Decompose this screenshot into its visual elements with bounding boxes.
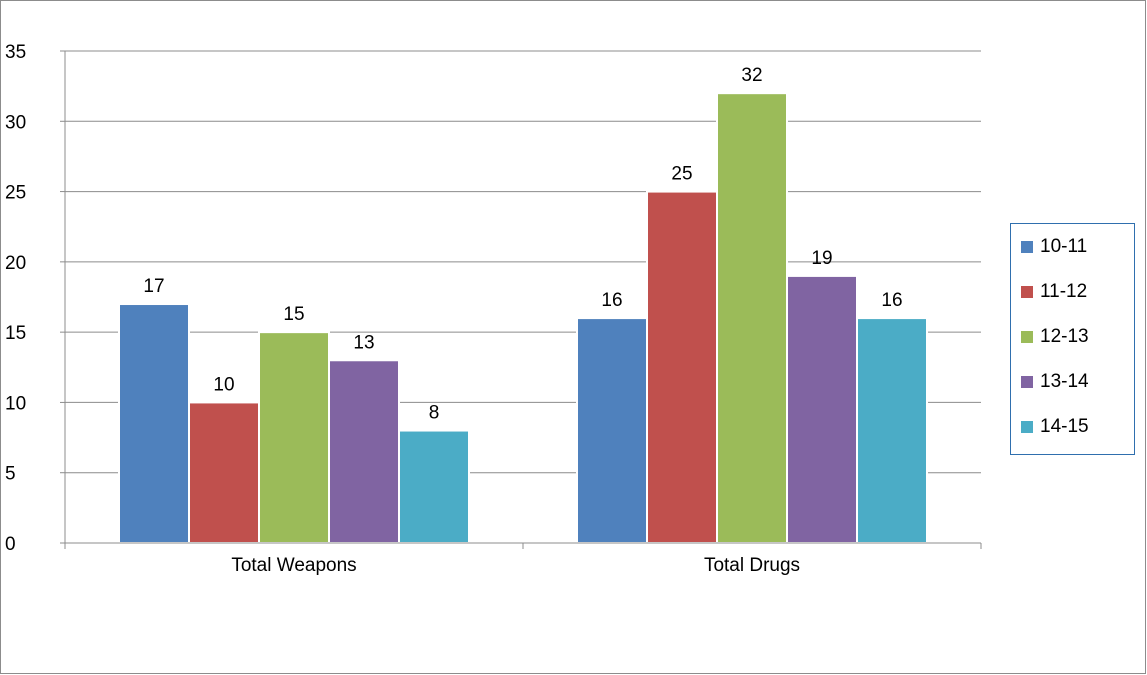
bar <box>328 359 400 544</box>
y-tick-label: 10 <box>5 393 26 414</box>
bar <box>716 92 788 545</box>
data-label: 8 <box>429 403 440 424</box>
y-tick-label: 30 <box>5 112 26 133</box>
y-tick-label: 5 <box>5 464 16 485</box>
bar <box>576 317 648 545</box>
legend-item: 13-14 <box>1021 369 1089 395</box>
data-label: 17 <box>143 276 164 297</box>
bar <box>188 401 260 544</box>
bar <box>646 190 718 544</box>
data-label: 16 <box>601 290 622 311</box>
x-tick-label: Total Weapons <box>231 555 356 576</box>
legend-item: 12-13 <box>1021 324 1089 350</box>
legend-item: 10-11 <box>1021 234 1087 260</box>
data-label: 16 <box>881 290 902 311</box>
bar <box>258 331 330 544</box>
legend-label: 11-12 <box>1040 281 1088 302</box>
data-label: 32 <box>741 65 762 86</box>
y-tick-label: 15 <box>5 323 26 344</box>
data-label: 10 <box>213 374 234 395</box>
legend-label: 10-11 <box>1040 236 1088 257</box>
legend-swatch <box>1021 241 1033 253</box>
y-tick-label: 35 <box>5 42 26 63</box>
legend-swatch <box>1021 286 1033 298</box>
bar <box>118 303 190 544</box>
legend-label: 14-15 <box>1040 416 1089 437</box>
legend: 10-11 11-12 12-13 13-14 14-15 <box>1010 223 1135 455</box>
data-label: 15 <box>283 304 304 325</box>
data-label: 13 <box>353 332 374 353</box>
y-tick-label: 0 <box>5 534 16 555</box>
bar <box>398 429 470 544</box>
legend-swatch <box>1021 421 1033 433</box>
bar <box>856 317 928 545</box>
y-tick-label: 25 <box>5 183 26 204</box>
y-axis-ticks: 0 5 10 15 20 25 30 35 <box>5 42 66 555</box>
legend-label: 12-13 <box>1040 326 1089 347</box>
data-labels: 17 10 15 13 8 16 25 32 19 16 <box>143 65 902 423</box>
x-tick-label: Total Drugs <box>704 555 800 576</box>
legend-item: 11-12 <box>1021 279 1087 305</box>
legend-label: 13-14 <box>1040 371 1089 392</box>
y-tick-label: 20 <box>5 253 26 274</box>
legend-swatch <box>1021 331 1033 343</box>
legend-item: 14-15 <box>1021 414 1089 440</box>
bar <box>786 274 858 544</box>
data-label: 25 <box>671 164 692 185</box>
legend-swatch <box>1021 376 1033 388</box>
x-axis: Total Weapons Total Drugs <box>64 542 982 576</box>
bars <box>118 92 928 545</box>
data-label: 19 <box>811 248 832 269</box>
